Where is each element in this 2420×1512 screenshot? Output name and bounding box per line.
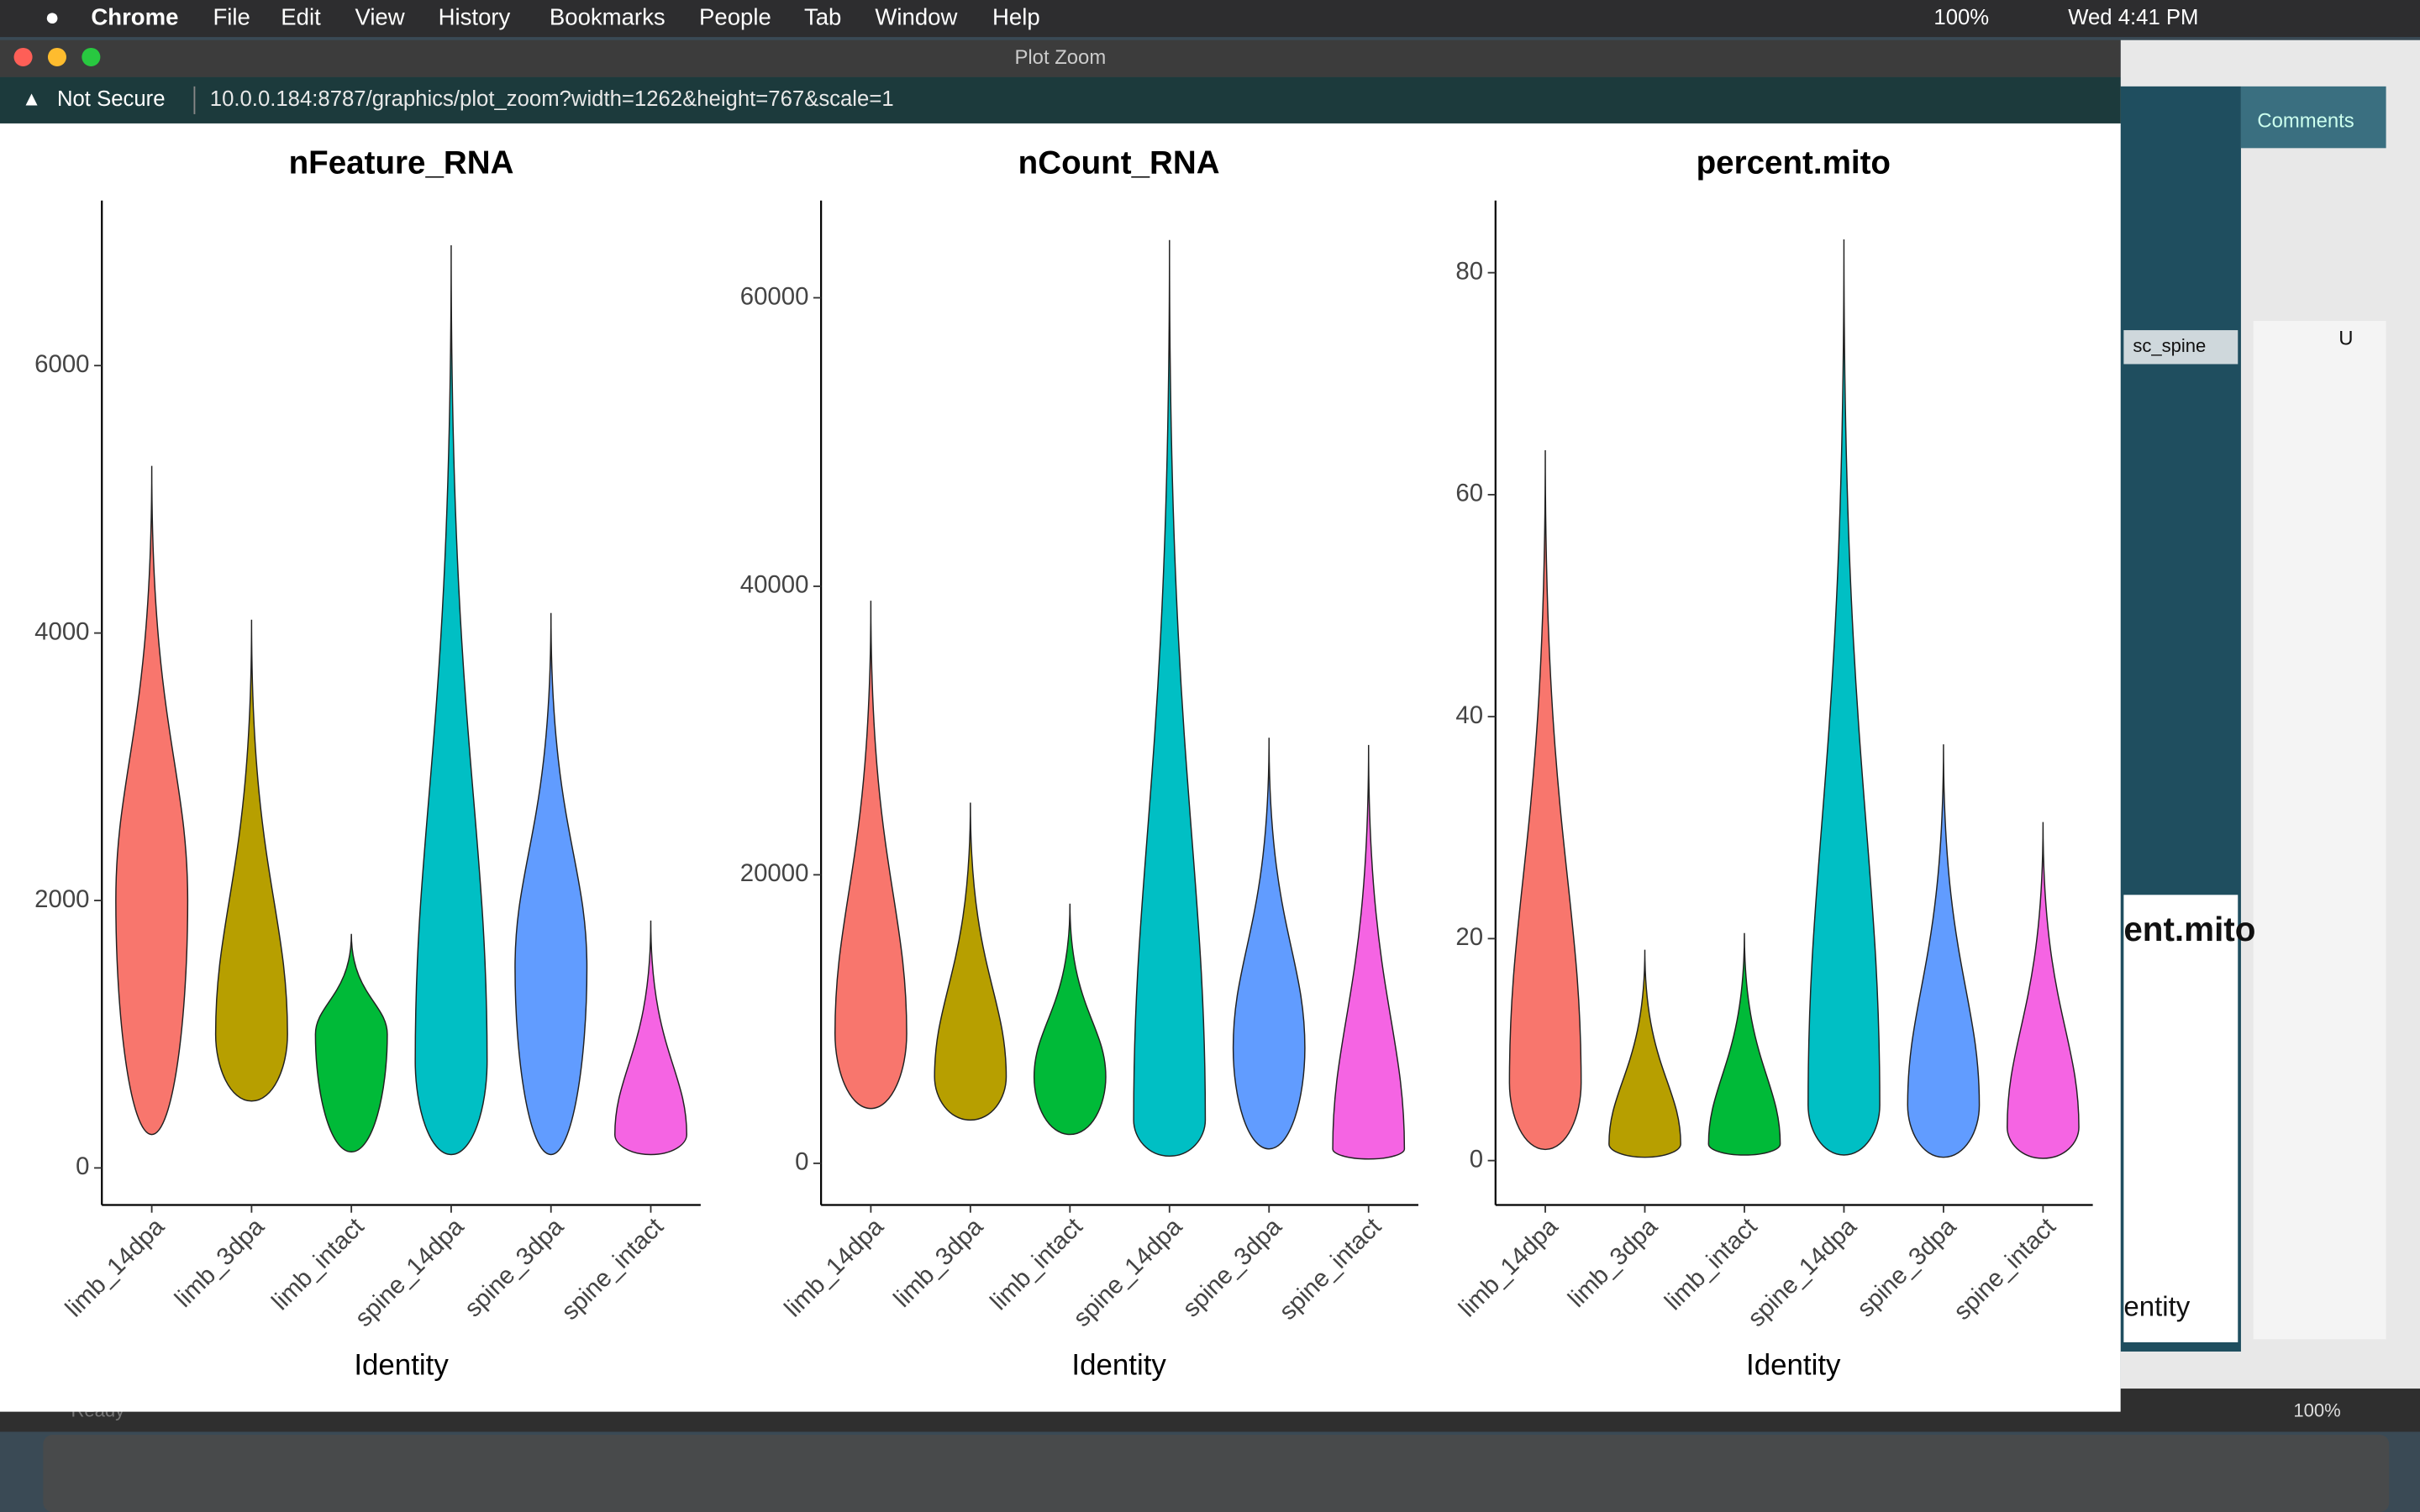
violin — [1807, 239, 1881, 1156]
chart-title: nCount_RNA — [1018, 145, 1220, 181]
apple-menu[interactable]: ● — [45, 3, 60, 31]
violin — [514, 612, 588, 1156]
violin — [1608, 949, 1681, 1158]
violin — [2006, 822, 2080, 1159]
y-tick-label: 0 — [76, 1152, 89, 1180]
minimize-button[interactable] — [47, 47, 66, 66]
mini-plot-title: ent.mito — [2123, 910, 2255, 948]
menu-item[interactable]: Tab — [804, 3, 841, 29]
zoom-level: 100% — [2293, 1399, 2340, 1420]
violin — [1907, 744, 1981, 1158]
y-tick-label: 20 — [1455, 923, 1483, 951]
violin — [414, 244, 488, 1156]
violin — [1508, 450, 1582, 1151]
violin — [115, 465, 189, 1136]
x-axis-title: Identity — [1071, 1349, 1166, 1382]
x-axis-title: Identity — [1746, 1349, 1841, 1382]
menu-item[interactable]: Edit — [281, 3, 321, 29]
menu-item[interactable]: People — [699, 3, 771, 29]
plot-area — [0, 123, 2121, 1412]
menu-item[interactable]: Bookmarks — [550, 3, 666, 29]
y-tick-label: 0 — [795, 1148, 808, 1176]
y-tick-label: 40000 — [740, 571, 809, 599]
zoom-button[interactable] — [82, 47, 101, 66]
url[interactable]: 10.0.0.184:8787/graphics/plot_zoom?width… — [210, 87, 894, 111]
violin — [1133, 239, 1207, 1158]
violin — [1332, 744, 1406, 1160]
violin — [214, 619, 288, 1102]
violin — [834, 601, 908, 1110]
warning-icon: ▲ — [22, 88, 42, 111]
comments-button[interactable] — [2240, 86, 2386, 149]
menu-item[interactable]: Window — [875, 3, 957, 29]
project-name: sc_spine — [2133, 335, 2206, 356]
title-bar — [0, 39, 2121, 77]
y-tick-label: 20000 — [740, 859, 809, 887]
dock — [43, 1435, 2390, 1512]
battery: 100% — [1933, 6, 1989, 29]
y-tick-label: 4000 — [34, 617, 89, 645]
violin — [314, 933, 388, 1153]
y-tick-label: 2000 — [34, 885, 89, 913]
y-tick-label: 40 — [1455, 701, 1483, 729]
y-tick-label: 6000 — [34, 350, 89, 378]
project-select[interactable] — [2123, 330, 2238, 365]
menu-item[interactable]: Help — [992, 3, 1040, 29]
y-tick-label: 60000 — [740, 282, 809, 310]
clock: Wed 4:41 PM — [2068, 6, 2198, 29]
column-header: U — [2338, 327, 2353, 349]
violin — [1707, 932, 1781, 1156]
security-label: Not Secure — [57, 87, 166, 111]
comments-label: Comments — [2257, 109, 2354, 132]
menu-item[interactable]: File — [213, 3, 250, 29]
menu-item[interactable]: View — [355, 3, 404, 29]
violin — [613, 920, 687, 1156]
chart-title: percent.mito — [1697, 145, 1891, 181]
menu-bar — [0, 0, 2420, 38]
close-button[interactable] — [13, 47, 33, 66]
menu-item[interactable]: History — [439, 3, 511, 29]
chart-title: nFeature_RNA — [289, 145, 514, 181]
violin — [934, 802, 1007, 1121]
app-menu[interactable]: Chrome — [91, 3, 178, 29]
x-axis-title: Identity — [354, 1349, 449, 1382]
y-tick-label: 0 — [1470, 1145, 1483, 1173]
violin — [1232, 738, 1306, 1150]
spreadsheet — [2253, 321, 2386, 1340]
window-title: Plot Zoom — [1014, 46, 1106, 69]
mini-plot — [2123, 895, 2238, 1342]
y-tick-label: 60 — [1455, 480, 1483, 507]
address-bar — [0, 76, 2121, 123]
mini-plot-axis: entity — [2123, 1291, 2190, 1322]
violin — [1033, 903, 1107, 1136]
y-tick-label: 80 — [1455, 257, 1483, 285]
